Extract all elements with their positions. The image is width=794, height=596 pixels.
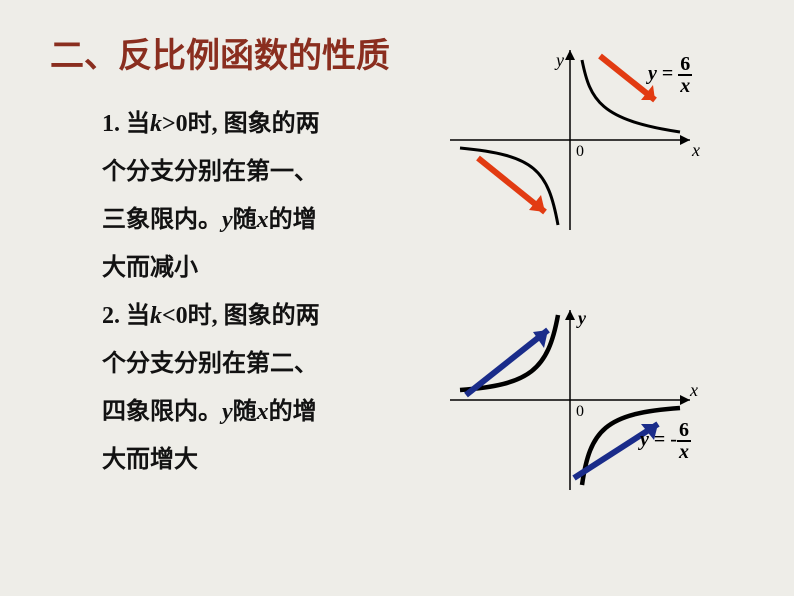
y-axis-label: y (554, 50, 564, 70)
graph1-equation: y = 6x (648, 54, 692, 96)
property-2-line3: 四象限内。y随x的增 (102, 388, 402, 436)
curve-q2 (460, 315, 558, 390)
eq1-den: x (678, 76, 692, 96)
eq2-equals: = (649, 429, 670, 451)
p1-var-k: k (150, 111, 162, 137)
graph2-svg: y x 0 (440, 300, 740, 500)
p7-var-x: x (257, 399, 269, 425)
p7-var-y: y (222, 399, 233, 425)
eq2-num: 6 (677, 420, 691, 442)
eq1-lhs: y (648, 63, 657, 85)
p3-mid: 随 (233, 207, 257, 233)
p5-var-k: k (150, 303, 162, 329)
p7-end: 的增 (269, 399, 317, 425)
p1-mid: >0时, 图象的两 (162, 111, 320, 137)
p3-var-x: x (257, 207, 269, 233)
graph2-equation: y = -6x (640, 420, 691, 462)
p3-pre: 三象限内。 (102, 207, 222, 233)
graph1-svg: y x 0 (440, 40, 740, 240)
x-axis-label: x (691, 140, 700, 160)
eq2-den: x (677, 442, 691, 462)
x-axis-label: x (689, 380, 698, 400)
property-1-line1: 1. 当k>0时, 图象的两 (102, 100, 402, 148)
property-2-line2: 个分支分别在第二、 (102, 340, 402, 388)
p7-mid: 随 (233, 399, 257, 425)
origin-label: 0 (576, 143, 584, 160)
p5-mid: <0时, 图象的两 (162, 303, 320, 329)
p3-var-y: y (222, 207, 233, 233)
origin-label: 0 (576, 403, 584, 420)
x-axis-arrow (680, 395, 690, 405)
section-title: 二、反比例函数的性质 (50, 28, 390, 77)
property-2-line1: 2. 当k<0时, 图象的两 (102, 292, 402, 340)
p1-pre: 1. 当 (102, 111, 150, 137)
property-1-line2: 个分支分别在第一、 (102, 148, 402, 196)
eq1-equals: = (657, 63, 678, 85)
property-1-line4: 大而减小 (102, 244, 402, 292)
eq2-sign: - (670, 429, 677, 451)
y-axis-label: y (576, 308, 587, 328)
graph-k-negative: y x 0 y = -6x (440, 300, 740, 500)
p7-pre: 四象限内。 (102, 399, 222, 425)
graph-k-positive: y x 0 y = 6x (440, 40, 740, 240)
y-axis-arrow (565, 50, 575, 60)
property-1-line3: 三象限内。y随x的增 (102, 196, 402, 244)
eq1-num: 6 (678, 54, 692, 76)
p5-pre: 2. 当 (102, 303, 150, 329)
x-axis-arrow (680, 135, 690, 145)
p3-end: 的增 (269, 207, 317, 233)
content-column: 1. 当k>0时, 图象的两 个分支分别在第一、 三象限内。y随x的增 大而减小… (102, 100, 402, 484)
y-axis-arrow (565, 310, 575, 320)
property-2-line4: 大而增大 (102, 436, 402, 484)
eq2-lhs: y (640, 429, 649, 451)
